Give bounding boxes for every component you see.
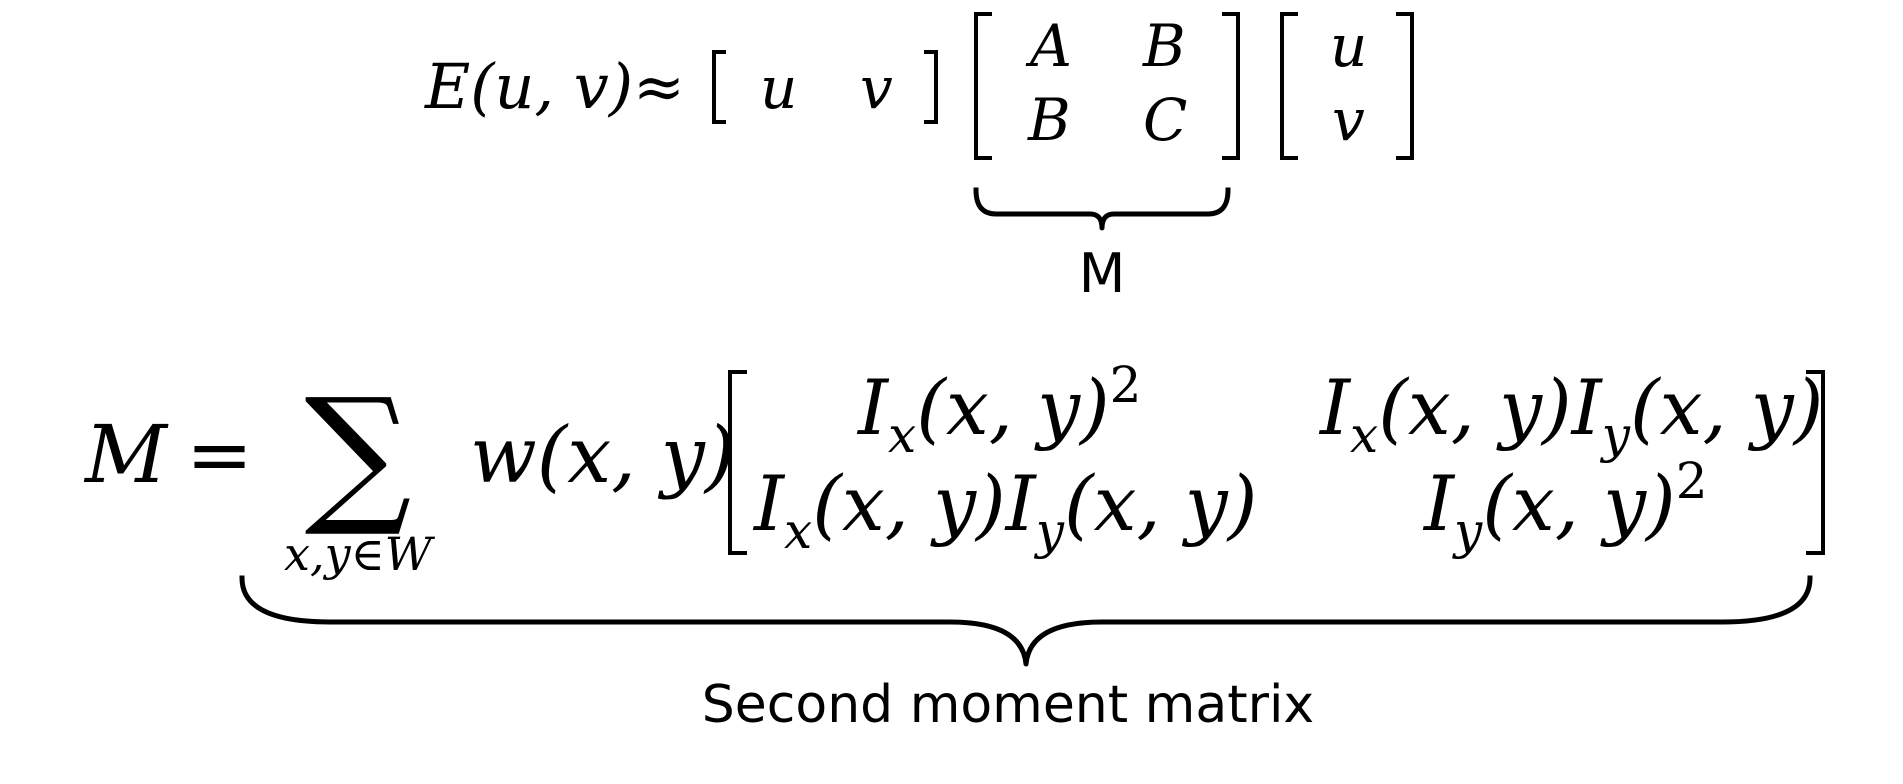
cell-ix-iy-top: Ix(x, y)Iy(x, y) (1318, 363, 1823, 464)
cell-ix-iy-bottom: Ix(x, y)Iy(x, y) (752, 459, 1257, 560)
matrix-a: A (1025, 12, 1072, 80)
cell-ix-squared: Ix(x, y)2 (856, 356, 1141, 464)
gradient-matrix-left-bracket (728, 370, 747, 555)
matrix-left-bracket (974, 12, 992, 160)
equation-quadratic-form: E(u, v) ≈ u v A B B C u v M (424, 12, 1414, 305)
summation-symbol: ∑ (304, 367, 411, 541)
gradient-matrix-right-bracket (1806, 370, 1825, 555)
equals-symbol: = (186, 408, 253, 501)
energy-function: E(u, v) (424, 50, 633, 123)
gradient-matrix: Ix(x, y)2 Ix(x, y)Iy(x, y) Ix(x, y)Iy(x,… (728, 356, 1825, 560)
column-vector: u v (1280, 12, 1414, 160)
matrix-b-top: B (1142, 12, 1186, 80)
matrix-right-bracket (1222, 12, 1240, 160)
second-moment-symbol: M (83, 408, 169, 501)
row-vector-u: u (760, 54, 797, 122)
quadratic-matrix: A B B C (974, 12, 1240, 160)
column-vector-v: v (1332, 86, 1365, 154)
weight-function: w(x, y) (470, 411, 735, 501)
column-vector-left-bracket (1280, 12, 1298, 160)
column-vector-u: u (1330, 12, 1367, 80)
row-vector: u v (712, 50, 938, 124)
approx-symbol: ≈ (633, 50, 685, 123)
row-vector-v: v (860, 54, 893, 122)
summation-subscript: x,y∈W (284, 527, 436, 581)
equation-second-moment: M = ∑ x,y∈W w(x, y) Ix(x, y)2 Ix(x, y)Iy… (83, 356, 1825, 735)
second-moment-underbrace (239, 575, 1813, 667)
second-moment-label: Second moment matrix (702, 675, 1314, 735)
matrix-underbrace (973, 187, 1231, 231)
matrix-b-bottom: B (1027, 86, 1071, 154)
row-vector-left-bracket (712, 50, 726, 124)
matrix-c: C (1143, 86, 1187, 154)
row-vector-right-bracket (924, 50, 938, 124)
column-vector-right-bracket (1396, 12, 1414, 160)
matrix-brace-label: M (1079, 242, 1126, 305)
cell-iy-squared: Iy(x, y)2 (1422, 452, 1708, 560)
